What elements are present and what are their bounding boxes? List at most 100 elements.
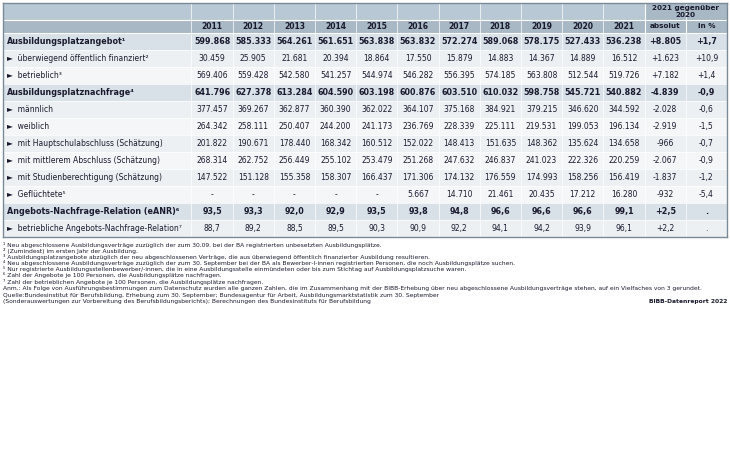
Text: 94,8: 94,8 [450, 207, 469, 216]
Bar [3, 135, 727, 152]
Text: BIBB-Datenreport 2022: BIBB-Datenreport 2022 [649, 299, 727, 304]
Text: 190.671: 190.671 [237, 139, 269, 148]
Text: 559.428: 559.428 [237, 71, 269, 80]
Text: 148.413: 148.413 [444, 139, 474, 148]
Text: 94,1: 94,1 [492, 224, 509, 233]
Text: 247.632: 247.632 [444, 156, 475, 165]
Text: ►  betriebliche Angebots-Nachfrage-Relation⁷: ► betriebliche Angebots-Nachfrage-Relati… [7, 224, 182, 233]
Text: +2,2: +2,2 [656, 224, 675, 233]
Text: -: - [375, 190, 378, 199]
Text: 151.128: 151.128 [238, 173, 269, 182]
Text: 5.667: 5.667 [407, 190, 429, 199]
Text: 2017: 2017 [449, 22, 470, 31]
Text: 375.168: 375.168 [444, 105, 475, 114]
Bar [3, 50, 727, 67]
Text: 14.889: 14.889 [569, 54, 596, 63]
Text: 90,3: 90,3 [369, 224, 385, 233]
Text: Quelle:Bundesinstitut für Berufsbildung, Erhebung zum 30. September; Bundesagent: Quelle:Bundesinstitut für Berufsbildung,… [3, 293, 439, 298]
Text: 174.993: 174.993 [526, 173, 558, 182]
Text: 15.879: 15.879 [446, 54, 472, 63]
Text: +10,9: +10,9 [695, 54, 718, 63]
Text: 21.461: 21.461 [487, 190, 514, 199]
Text: 2018: 2018 [490, 22, 511, 31]
Text: 158.256: 158.256 [567, 173, 599, 182]
Text: 228.339: 228.339 [444, 122, 474, 131]
Text: 199.053: 199.053 [567, 122, 599, 131]
Text: 93,9: 93,9 [575, 224, 591, 233]
Text: 2016: 2016 [407, 22, 429, 31]
Text: 158.307: 158.307 [320, 173, 351, 182]
Text: Ausbildungsplatzangebot¹: Ausbildungsplatzangebot¹ [7, 37, 126, 46]
Bar [3, 118, 727, 135]
Text: ►  überwiegend öffentlich finanziert²: ► überwiegend öffentlich finanziert² [7, 54, 149, 63]
Text: ►  Geflüchtete⁵: ► Geflüchtete⁵ [7, 190, 66, 199]
Text: 610.032: 610.032 [483, 88, 518, 97]
Text: 599.868: 599.868 [194, 37, 230, 46]
Text: 89,2: 89,2 [245, 224, 261, 233]
Text: 564.261: 564.261 [277, 37, 312, 46]
Text: 93,3: 93,3 [243, 207, 263, 216]
Text: 613.284: 613.284 [276, 88, 312, 97]
Text: 546.282: 546.282 [402, 71, 434, 80]
Text: 178.440: 178.440 [279, 139, 310, 148]
Text: 99,1: 99,1 [614, 207, 634, 216]
Text: 545.721: 545.721 [565, 88, 601, 97]
Text: 603.510: 603.510 [441, 88, 477, 97]
Text: Ausbildungsplatznachfrage⁴: Ausbildungsplatznachfrage⁴ [7, 88, 135, 97]
Text: 160.512: 160.512 [361, 139, 393, 148]
Text: -: - [211, 190, 213, 199]
Text: 246.837: 246.837 [485, 156, 516, 165]
Text: 88,7: 88,7 [204, 224, 220, 233]
Text: 134.658: 134.658 [608, 139, 639, 148]
Text: 2014: 2014 [325, 22, 346, 31]
Text: 244.200: 244.200 [320, 122, 351, 131]
Text: 20.435: 20.435 [529, 190, 555, 199]
Text: -0,9: -0,9 [699, 156, 714, 165]
Text: 236.769: 236.769 [402, 122, 434, 131]
Text: 604.590: 604.590 [318, 88, 354, 97]
Text: 2019: 2019 [531, 22, 552, 31]
Text: 2020: 2020 [572, 22, 593, 31]
Text: 542.580: 542.580 [279, 71, 310, 80]
Text: -4.839: -4.839 [651, 88, 680, 97]
Text: 2021 gegenüber
2020: 2021 gegenüber 2020 [653, 5, 719, 18]
Text: Angebots-Nachfrage-Relation (eANR)⁶: Angebots-Nachfrage-Relation (eANR)⁶ [7, 207, 180, 216]
Text: 94,2: 94,2 [533, 224, 550, 233]
Text: 264.342: 264.342 [196, 122, 228, 131]
Text: ►  mit mittlerem Abschluss (Schätzung): ► mit mittlerem Abschluss (Schätzung) [7, 156, 160, 165]
Text: 151.635: 151.635 [485, 139, 516, 148]
Text: 344.592: 344.592 [608, 105, 639, 114]
Text: 519.726: 519.726 [608, 71, 639, 80]
Text: 241.023: 241.023 [526, 156, 557, 165]
Text: 135.624: 135.624 [567, 139, 599, 148]
Text: 96,1: 96,1 [615, 224, 632, 233]
Text: 96,6: 96,6 [491, 207, 510, 216]
Text: 379.215: 379.215 [526, 105, 557, 114]
Text: absolut: absolut [650, 23, 680, 29]
Bar [3, 220, 727, 237]
Text: 21.681: 21.681 [281, 54, 307, 63]
Bar [3, 33, 727, 50]
Text: 93,5: 93,5 [202, 207, 222, 216]
Text: 362.877: 362.877 [279, 105, 310, 114]
Text: +1.623: +1.623 [651, 54, 679, 63]
Text: -2.028: -2.028 [653, 105, 677, 114]
Text: 20.394: 20.394 [323, 54, 349, 63]
Bar [3, 3, 727, 20]
Text: -: - [293, 190, 296, 199]
Text: ►  mit Hauptschulabschluss (Schätzung): ► mit Hauptschulabschluss (Schätzung) [7, 139, 163, 148]
Text: 572.274: 572.274 [441, 37, 477, 46]
Text: 598.758: 598.758 [523, 88, 560, 97]
Text: ►  männlich: ► männlich [7, 105, 53, 114]
Text: 544.974: 544.974 [361, 71, 393, 80]
Text: ³ Ausbildungsplatzangebote abzüglich der neu abgeschlossenen Verträge, die aus ü: ³ Ausbildungsplatzangebote abzüglich der… [3, 254, 430, 260]
Text: 364.107: 364.107 [402, 105, 434, 114]
Text: 2021: 2021 [613, 22, 634, 31]
Text: ►  mit Studienberechtigung (Schätzung): ► mit Studienberechtigung (Schätzung) [7, 173, 162, 182]
Text: ¹ Neu abgeschlossene Ausbildungsverträge zuzüglich der zum 30.09. bei der BA reg: ¹ Neu abgeschlossene Ausbildungsverträge… [3, 241, 382, 247]
Text: 563.808: 563.808 [526, 71, 557, 80]
Text: ⁷ Zahl der betrieblichen Angebote je 100 Personen, die Ausbildungsplätze nachfra: ⁷ Zahl der betrieblichen Angebote je 100… [3, 279, 264, 285]
Text: 377.457: 377.457 [196, 105, 228, 114]
Text: 603.198: 603.198 [358, 88, 395, 97]
Text: 556.395: 556.395 [443, 71, 475, 80]
